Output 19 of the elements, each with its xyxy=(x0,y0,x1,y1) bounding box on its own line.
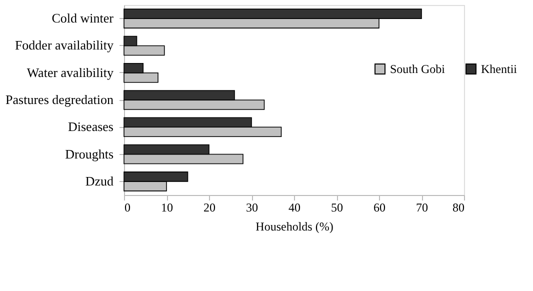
y-tick-label: Diseases xyxy=(68,119,114,134)
legend-label: South Gobi xyxy=(390,62,446,76)
x-tick-label: 80 xyxy=(452,200,464,214)
x-tick-label: 0 xyxy=(124,200,130,214)
x-tick-label: 70 xyxy=(416,200,428,214)
y-tick-label: Cold winter xyxy=(52,10,114,26)
legend-label: Khentii xyxy=(481,62,518,76)
y-tick-label: Droughts xyxy=(65,146,114,162)
y-tick-label: Pastures degredation xyxy=(6,92,114,107)
y-tick-label: Water avalibility xyxy=(26,64,114,80)
x-axis-title: Households (%) xyxy=(256,220,334,234)
x-tick-label: 50 xyxy=(331,200,343,214)
x-tick-label: 30 xyxy=(246,200,258,214)
x-tick-label: 40 xyxy=(288,200,300,214)
y-tick-label: Dzud xyxy=(85,173,114,188)
x-tick-label: 10 xyxy=(161,200,173,214)
x-tick-label: 60 xyxy=(374,200,386,214)
y-tick-label: Fodder availability xyxy=(14,38,114,53)
x-tick-label: 20 xyxy=(204,200,216,214)
